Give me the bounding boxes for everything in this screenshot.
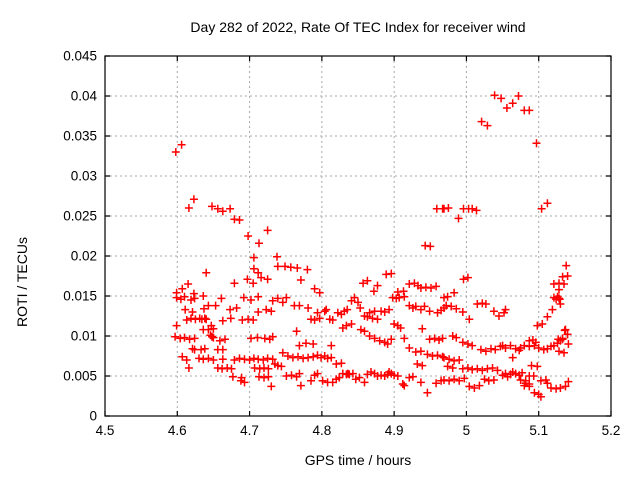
tick-marks — [104, 55, 612, 417]
x-tick-label: 4.9 — [385, 423, 404, 438]
y-tick-label: 0.04 — [71, 89, 98, 104]
y-tick-label: 0.03 — [71, 169, 97, 184]
x-tick-label: 5.1 — [529, 423, 548, 438]
y-tick-label: 0.035 — [63, 129, 97, 144]
y-tick-label: 0.045 — [63, 49, 97, 64]
data-point-markers — [171, 91, 573, 401]
x-tick-label: 4.6 — [168, 423, 187, 438]
y-tick-label: 0.02 — [71, 249, 97, 264]
y-tick-label: 0 — [89, 409, 97, 424]
y-tick-label: 0.025 — [63, 209, 97, 224]
plot-border — [104, 55, 612, 417]
grid-lines — [105, 56, 611, 416]
x-tick-label: 4.8 — [312, 423, 331, 438]
x-tick-label: 4.5 — [96, 423, 115, 438]
x-tick-label: 5 — [463, 423, 471, 438]
x-tick-label: 5.2 — [602, 423, 621, 438]
y-tick-label: 0.01 — [71, 329, 97, 344]
x-tick-label: 4.7 — [240, 423, 259, 438]
y-tick-label: 0.005 — [63, 369, 97, 384]
x-axis-label: GPS time / hours — [304, 452, 412, 468]
chart-title: Day 282 of 2022, Rate Of TEC Index for r… — [190, 19, 526, 35]
y-tick-label: 0.015 — [63, 289, 97, 304]
